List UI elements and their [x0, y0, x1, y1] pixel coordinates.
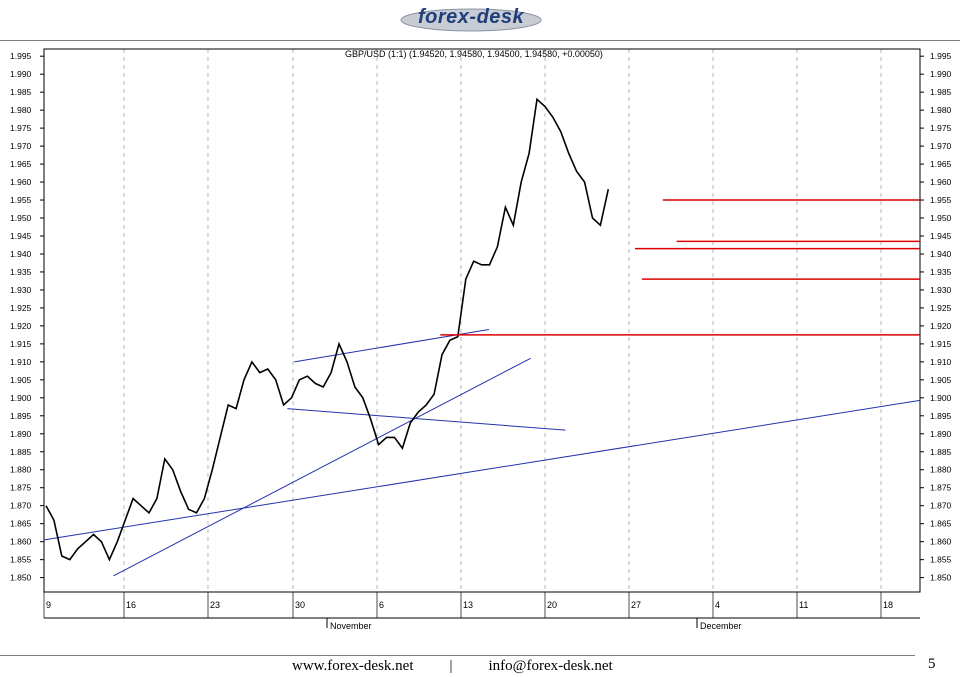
footer-separator: |: [449, 658, 453, 674]
x-tick-label: 16: [126, 600, 136, 610]
y-tick-label: 1.955: [930, 195, 952, 205]
y-tick-label: 1.875: [10, 483, 32, 493]
y-tick-label: 1.855: [930, 555, 952, 565]
y-tick-label: 1.860: [10, 537, 32, 547]
y-tick-label: 1.930: [930, 285, 952, 295]
x-tick-label: 9: [46, 600, 51, 610]
y-tick-label: 1.920: [10, 321, 32, 331]
y-tick-label: 1.895: [10, 411, 32, 421]
y-tick-label: 1.960: [930, 177, 952, 187]
y-tick-label: 1.895: [930, 411, 952, 421]
y-tick-label: 1.965: [10, 159, 32, 169]
y-tick-label: 1.880: [930, 465, 952, 475]
y-tick-label: 1.925: [930, 303, 952, 313]
y-tick-label: 1.925: [10, 303, 32, 313]
y-tick-label: 1.985: [10, 87, 32, 97]
chart-title: GBP/USD (1:1) (1.94520, 1.94580, 1.94500…: [345, 49, 603, 59]
price-series-line: [45, 97, 610, 562]
grid: [43, 49, 882, 592]
y-tick-label: 1.865: [10, 519, 32, 529]
y-tick-label: 1.890: [930, 429, 952, 439]
trendline: [287, 408, 566, 431]
y-tick-label: 1.975: [930, 123, 952, 133]
email-link[interactable]: info@forex-desk.net: [488, 658, 613, 674]
y-tick-label: 1.980: [10, 105, 32, 115]
y-tick-label: 1.905: [10, 375, 32, 385]
y-tick-label: 1.950: [10, 213, 32, 223]
y-tick-label: 1.955: [10, 195, 32, 205]
y-tick-label: 1.930: [10, 285, 32, 295]
y-tick-label: 1.915: [10, 339, 32, 349]
axes: [43, 48, 921, 619]
logo-swoosh: [400, 8, 542, 32]
y-tick-label: 1.905: [930, 375, 952, 385]
y-tick-label: 1.935: [930, 267, 952, 277]
plot-frame: [43, 48, 921, 593]
y-tick-label: 1.880: [10, 465, 32, 475]
y-tick-label: 1.855: [10, 555, 32, 565]
y-tick-label: 1.990: [10, 69, 32, 79]
y-axis-left: 1.995 1.990 1.985 1.980 1.975 1.970 1.965 1.960…: [10, 51, 44, 583]
x-axis: 9 16 23 30 6 13 20 27 4 11 18 November December: [43, 592, 893, 631]
y-tick-label: 1.945: [930, 231, 952, 241]
y-tick-label: 1.995: [930, 51, 952, 61]
y-tick-label: 1.935: [10, 267, 32, 277]
y-tick-label: 1.970: [10, 141, 32, 151]
page-number: 5: [928, 656, 936, 672]
y-tick-label: 1.985: [930, 87, 952, 97]
x-tick-label: 20: [547, 600, 557, 610]
y-tick-label: 1.965: [930, 159, 952, 169]
footer: www.forex-desk.net | info@forex-desk.net: [292, 658, 613, 675]
y-tick-label: 1.890: [10, 429, 32, 439]
y-tick-label: 1.995: [10, 51, 32, 61]
y-tick-label: 1.950: [930, 213, 952, 223]
website-link[interactable]: www.forex-desk.net: [292, 658, 414, 674]
month-label: December: [700, 621, 742, 631]
y-tick-label: 1.980: [930, 105, 952, 115]
forex-desk-logo: [400, 6, 542, 32]
y-tick-label: 1.900: [930, 393, 952, 403]
logo-text: forex-desk: [418, 6, 525, 28]
y-tick-label: 1.990: [930, 69, 952, 79]
month-label: November: [330, 621, 372, 631]
x-tick-label: 23: [210, 600, 220, 610]
y-axis-right: 1.995 1.990 1.985 1.980 1.975 1.970 1.965 1.960…: [920, 51, 952, 583]
x-tick-label: 18: [883, 600, 893, 610]
footer-divider: [0, 655, 915, 656]
y-tick-label: 1.870: [930, 501, 952, 511]
y-tick-label: 1.850: [930, 573, 952, 583]
x-tick-label: 13: [463, 600, 473, 610]
y-tick-label: 1.970: [930, 141, 952, 151]
y-tick-label: 1.910: [10, 357, 32, 367]
y-tick-label: 1.920: [930, 321, 952, 331]
header-divider: [0, 40, 960, 41]
y-tick-label: 1.885: [930, 447, 952, 457]
y-tick-label: 1.870: [10, 501, 32, 511]
y-tick-label: 1.910: [930, 357, 952, 367]
x-tick-label: 4: [715, 600, 720, 610]
y-tick-label: 1.940: [930, 249, 952, 259]
y-tick-label: 1.865: [930, 519, 952, 529]
y-tick-label: 1.915: [930, 339, 952, 349]
x-tick-label: 30: [295, 600, 305, 610]
y-tick-label: 1.860: [930, 537, 952, 547]
chart-lines: [43, 97, 921, 577]
y-tick-label: 1.945: [10, 231, 32, 241]
trendline: [113, 357, 531, 577]
y-tick-label: 1.900: [10, 393, 32, 403]
x-tick-label: 27: [631, 600, 641, 610]
y-tick-label: 1.940: [10, 249, 32, 259]
trendline: [43, 399, 921, 541]
y-tick-label: 1.850: [10, 573, 32, 583]
y-tick-label: 1.960: [10, 177, 32, 187]
y-tick-label: 1.885: [10, 447, 32, 457]
gbpusd-chart: 1.995 1.990 1.985 1.980 1.975 1.970 1.965 1.960…: [10, 48, 952, 631]
x-tick-label: 6: [379, 600, 384, 610]
y-tick-label: 1.975: [10, 123, 32, 133]
x-tick-label: 11: [799, 600, 808, 610]
y-tick-label: 1.875: [930, 483, 952, 493]
